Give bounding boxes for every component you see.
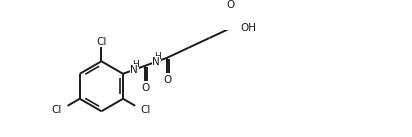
Text: N: N (130, 65, 138, 75)
Text: H: H (154, 52, 161, 61)
Text: N: N (152, 57, 160, 67)
Text: O: O (227, 0, 235, 10)
Text: Cl: Cl (52, 105, 62, 115)
Text: O: O (163, 75, 171, 85)
Text: O: O (141, 83, 149, 93)
Text: OH: OH (240, 23, 256, 33)
Text: Cl: Cl (140, 105, 151, 115)
Text: H: H (132, 60, 139, 69)
Text: Cl: Cl (96, 37, 107, 47)
